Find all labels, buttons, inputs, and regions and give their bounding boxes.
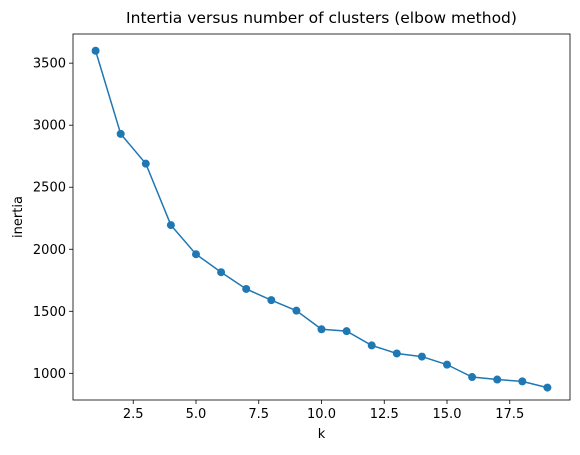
data-point — [292, 306, 301, 315]
data-point — [91, 46, 100, 55]
data-point — [417, 352, 426, 361]
x-axis-label: k — [318, 427, 326, 442]
x-tick-label: 10.0 — [307, 407, 336, 422]
y-tick-label: 3500 — [33, 57, 66, 72]
data-point — [392, 349, 401, 358]
data-point — [217, 268, 226, 277]
x-tick-label: 17.5 — [495, 407, 524, 422]
chart-title: Intertia versus number of clusters (elbo… — [126, 9, 517, 27]
series-layer — [91, 46, 552, 392]
series-line — [94, 50, 548, 389]
data-point — [191, 250, 200, 259]
data-point — [267, 296, 276, 305]
y-tick-label: 1500 — [33, 305, 66, 320]
plot-area-frame — [72, 33, 571, 401]
data-point — [242, 284, 251, 293]
data-point — [468, 373, 477, 382]
data-point — [543, 383, 552, 392]
y-tick-label: 2500 — [33, 181, 66, 196]
data-point — [493, 375, 502, 384]
data-point — [141, 159, 150, 168]
x-tick-label: 7.5 — [248, 407, 269, 422]
data-point — [518, 377, 527, 386]
y-axis-label: inertia — [11, 196, 26, 238]
y-tick-label: 3000 — [33, 119, 66, 134]
data-point — [317, 325, 326, 334]
ticks-layer: 2.5 5.0 7.5 10.0 12.5 15.0 17.5 1000 1500 2000 250… — [33, 57, 524, 422]
data-point — [342, 327, 351, 336]
y-tick-label: 2000 — [33, 243, 66, 258]
data-point — [367, 341, 376, 350]
x-tick-label: 2.5 — [123, 407, 144, 422]
x-tick-label: 12.5 — [370, 407, 399, 422]
data-point — [116, 129, 125, 138]
x-tick-label: 15.0 — [433, 407, 462, 422]
data-point — [443, 360, 452, 369]
y-tick-label: 1000 — [33, 367, 66, 382]
data-point — [166, 221, 175, 230]
x-tick-label: 5.0 — [186, 407, 207, 422]
